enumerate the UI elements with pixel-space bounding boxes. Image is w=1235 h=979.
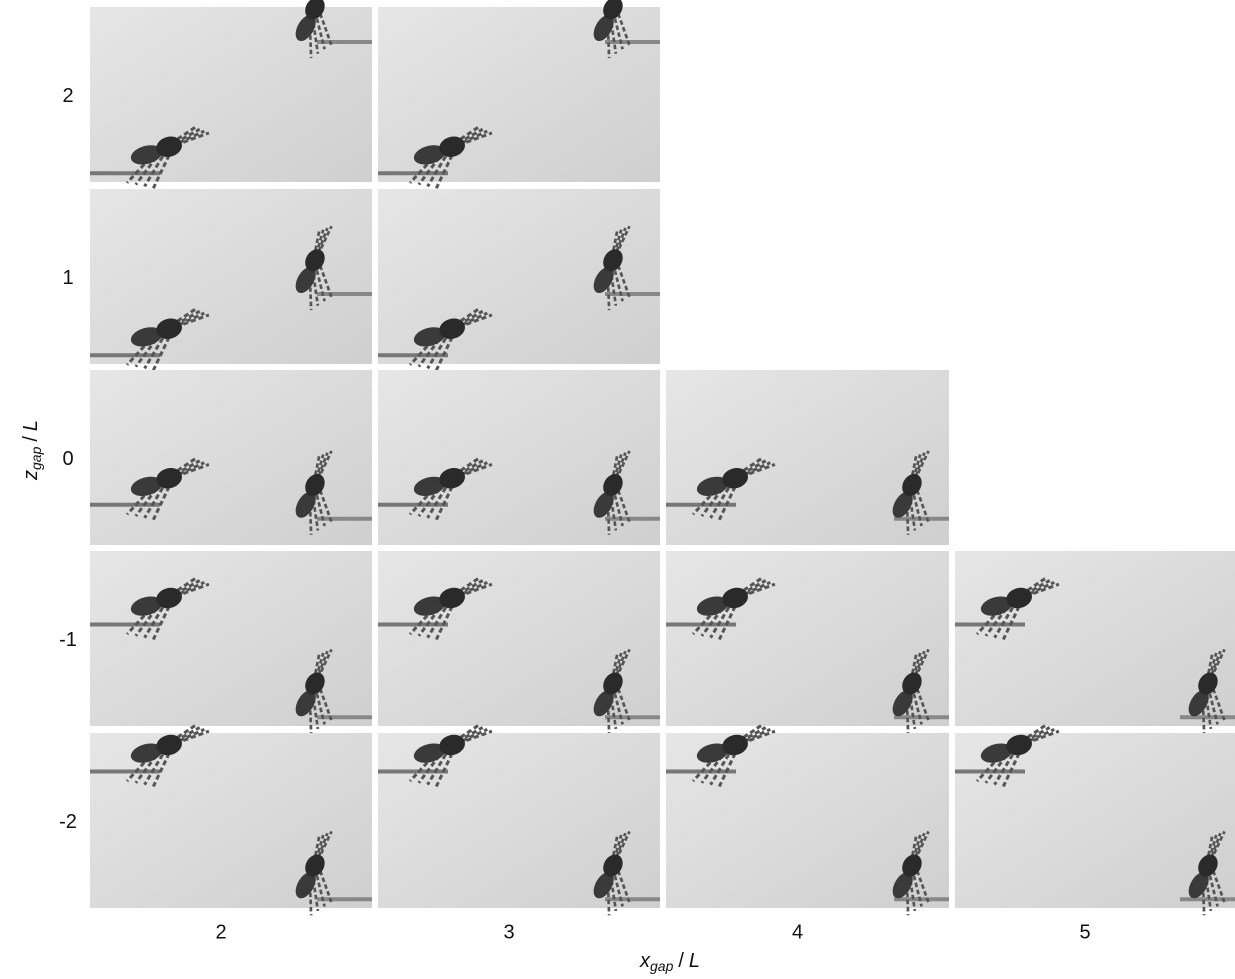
y-label-main: z [20, 470, 42, 481]
photo-panel [90, 0, 372, 194]
column-label: 5 [1079, 921, 1090, 943]
photo-panel [666, 551, 959, 739]
row-label: 1 [62, 267, 73, 289]
row-label: 0 [62, 448, 73, 470]
column-label: 4 [792, 921, 803, 943]
photo-panel [90, 723, 372, 921]
photo-panel [378, 0, 660, 194]
y-label-sub: gap [28, 446, 44, 470]
photo-panel [90, 189, 372, 376]
column-label: 2 [215, 921, 226, 943]
y-axis-label: zgap / L [20, 420, 43, 481]
photo-background [90, 551, 372, 726]
photo-grid [90, 0, 1235, 921]
y-label-unit: L [20, 420, 42, 431]
photo-panel [378, 551, 660, 739]
row-label: -1 [59, 629, 77, 651]
x-axis-label: xgap/L [639, 950, 700, 973]
photo-panel [378, 189, 660, 376]
photo-panel [955, 551, 1235, 739]
x-label-sub: gap [650, 958, 674, 974]
row-label: 2 [62, 85, 73, 107]
photo-panel [378, 370, 660, 545]
figure: 210-1-22345 xgap/L zgap/L [0, 0, 1235, 979]
x-label-unit: L [689, 950, 700, 972]
row-label: -2 [59, 811, 77, 833]
photo-panel [666, 723, 959, 921]
photo-panel [955, 723, 1235, 921]
photo-panel [90, 551, 372, 739]
x-label-slash: / [678, 950, 684, 972]
photo-panel [666, 370, 959, 545]
photo-background [378, 551, 660, 726]
photo-panel [90, 370, 372, 545]
column-label: 3 [503, 921, 514, 943]
y-label-slash: / [20, 436, 42, 442]
photo-panel [378, 723, 660, 921]
